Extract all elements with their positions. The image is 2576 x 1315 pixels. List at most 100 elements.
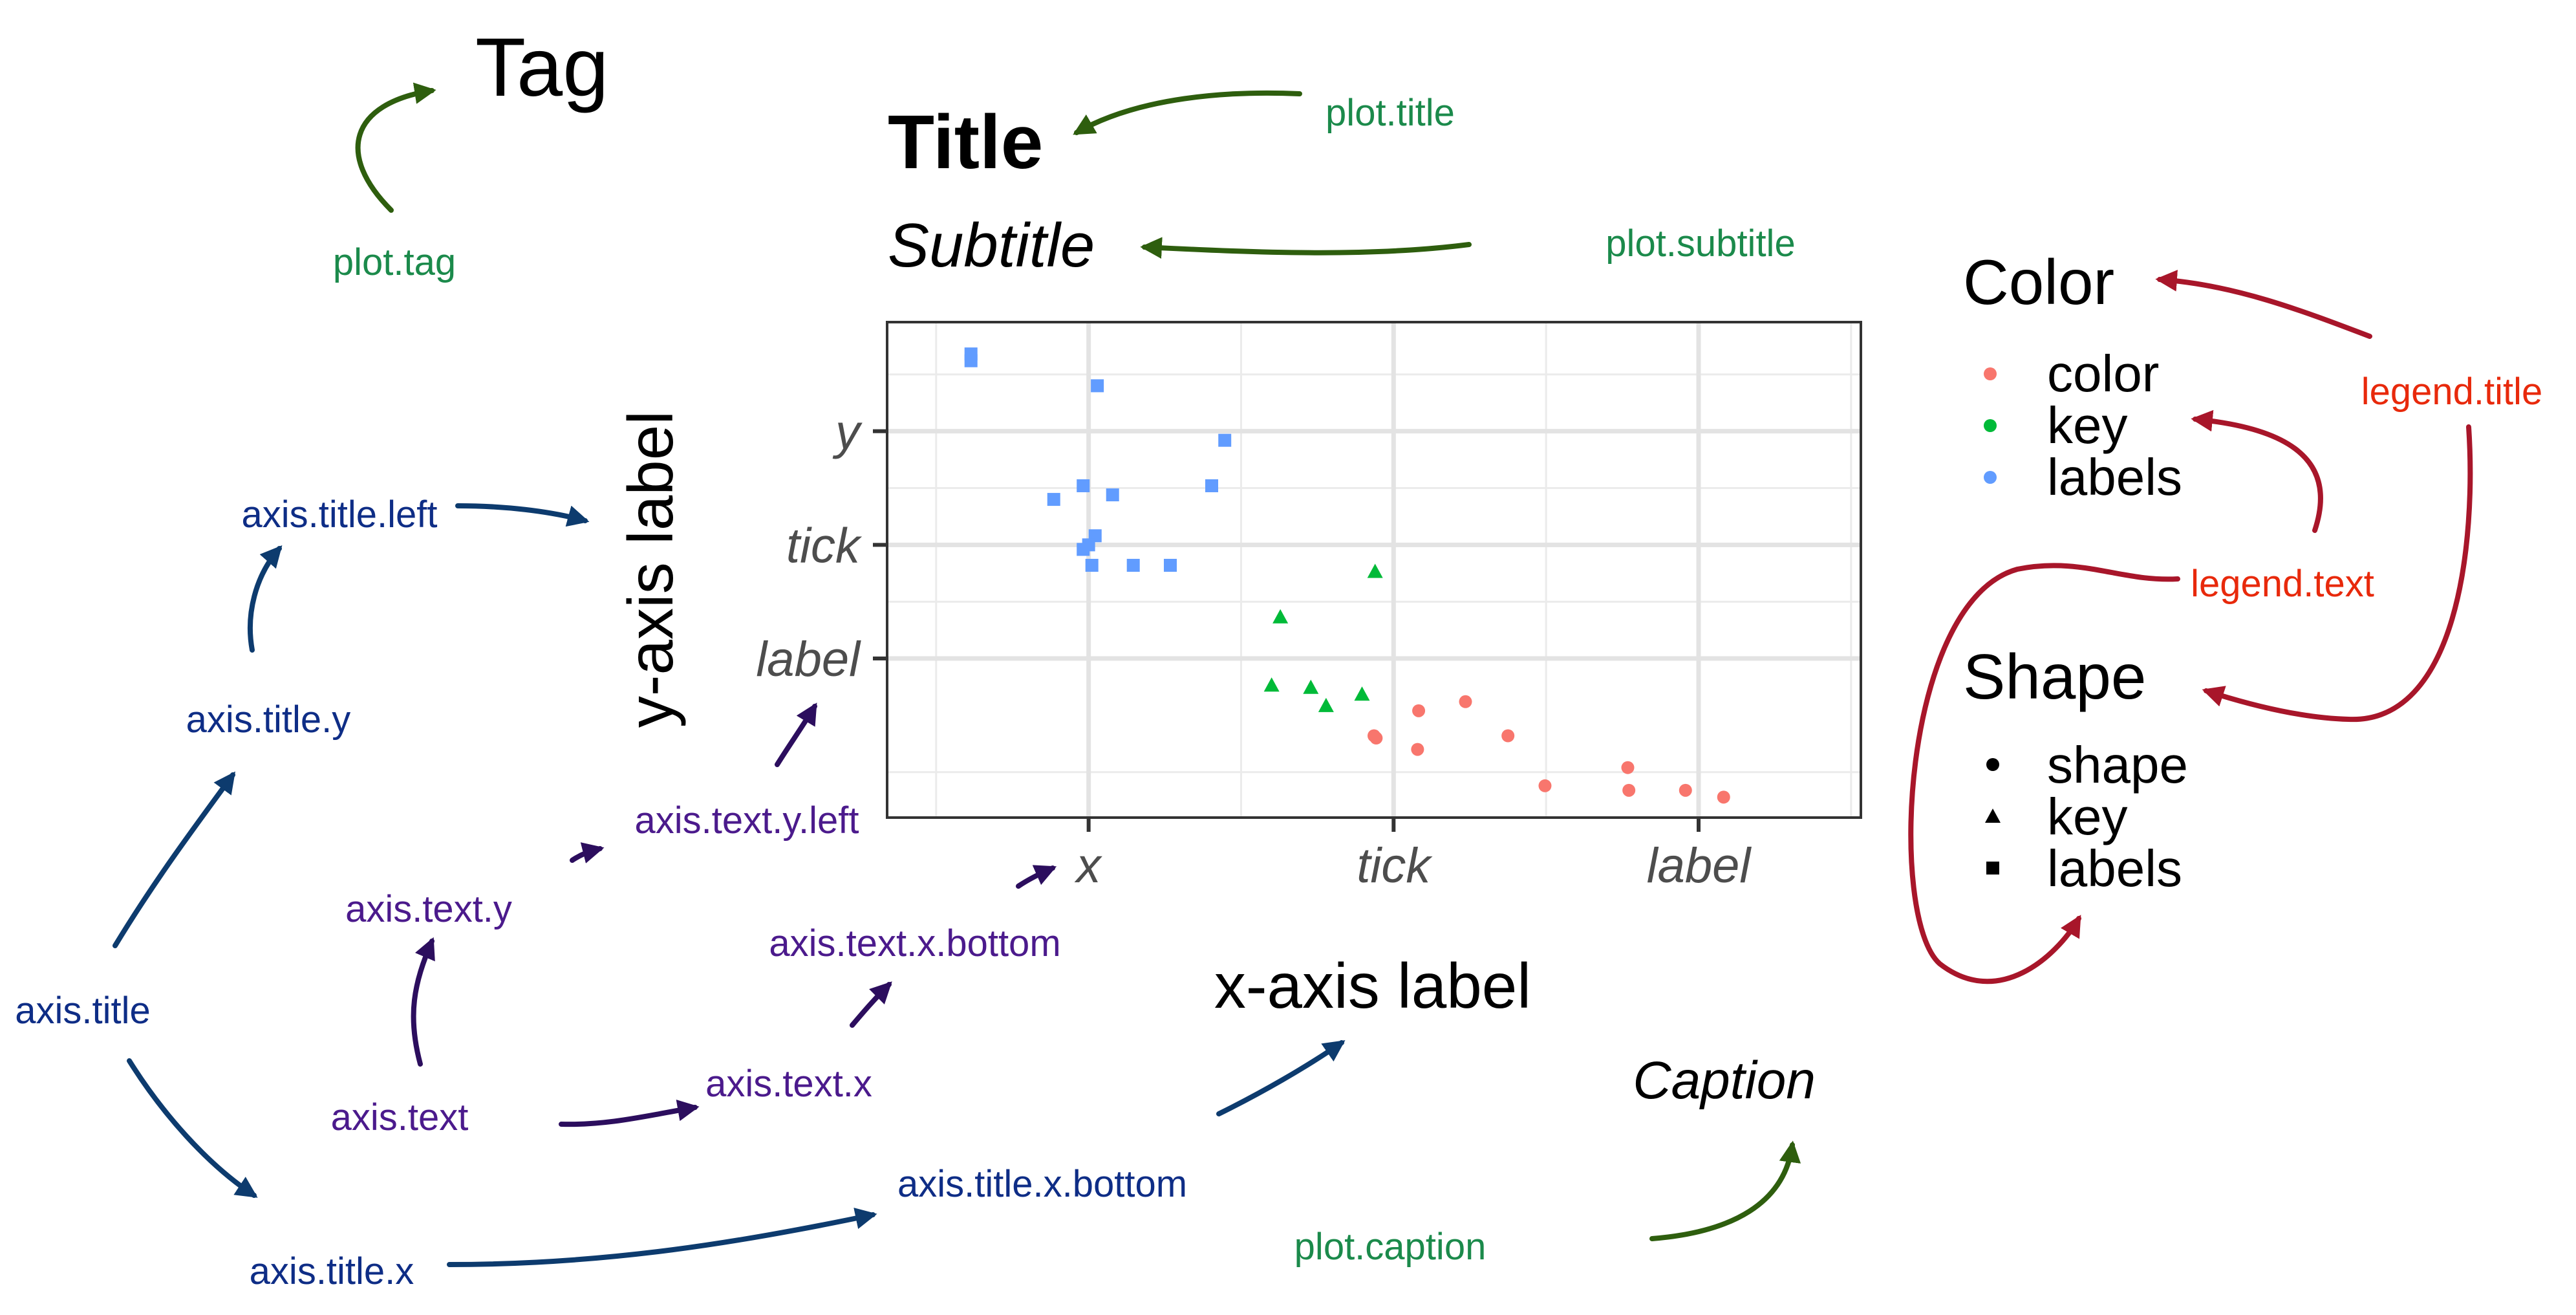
legend-color-label-key: key <box>2047 397 2128 454</box>
label-axis-text-x: axis.text.x <box>705 1063 872 1105</box>
point-circle <box>1412 704 1426 717</box>
point-circle <box>1459 695 1472 708</box>
x-tick-label: tick <box>1357 838 1433 893</box>
x-axis-title: x-axis label <box>1214 950 1531 1021</box>
label-plot-tag: plot.tag <box>333 241 456 283</box>
point-triangle <box>1354 686 1370 701</box>
point-triangle <box>1367 563 1383 578</box>
point-triangle <box>1303 679 1319 694</box>
legend-color-key-key <box>1984 419 1997 432</box>
legend: Color color key labels Shape shape key l… <box>1963 246 2188 897</box>
arrow-axis-text-to-x <box>559 1100 700 1127</box>
legend-shape-label-shape: shape <box>2047 736 2188 794</box>
point-circle <box>1717 790 1730 804</box>
plot-panel: x tick label y tick label <box>756 321 1862 893</box>
point-circle <box>1538 779 1552 792</box>
legend-color-key-color <box>1984 367 1997 380</box>
label-axis-text-x-bottom: axis.text.x.bottom <box>769 922 1060 964</box>
legend-shape-key-square <box>1986 862 1999 875</box>
arrow-axis-title-y-to-left <box>247 545 283 653</box>
arrow-axis-text-x-to-bottom <box>850 981 892 1028</box>
plot-caption: Caption <box>1633 1051 1816 1110</box>
legend-shape-item-shape: shape <box>1986 736 2188 794</box>
legend-shape-label-labels: labels <box>2047 840 2182 897</box>
legend-shape-key-triangle <box>1985 809 2001 823</box>
point-square <box>1218 433 1232 447</box>
plot-title: Title <box>888 100 1043 185</box>
label-legend-text: legend.text <box>2191 563 2374 605</box>
y-tick-label: tick <box>786 518 863 573</box>
point-square <box>1077 543 1090 556</box>
arrow-axis-title-x-to-bottom <box>447 1208 877 1267</box>
label-axis-title-y: axis.title.y <box>186 699 351 741</box>
y-tick-label: label <box>756 632 861 687</box>
axis-ticks: x tick label y tick label <box>756 405 1752 893</box>
legend-color-item-labels: labels <box>1984 448 2182 506</box>
label-axis-text-y-left: axis.text.y.left <box>634 799 859 842</box>
point-circle <box>1411 743 1424 756</box>
point-triangle <box>1263 677 1280 692</box>
point-square <box>1163 558 1177 572</box>
legend-shape-item-labels: labels <box>1986 840 2182 897</box>
point-circle <box>1368 729 1380 743</box>
legend-color-label-labels: labels <box>2047 448 2182 506</box>
legend-shape-title: Shape <box>1963 641 2146 712</box>
point-triangle <box>1318 697 1334 712</box>
arrow-axis-text-y-left-to-ticks <box>775 702 817 767</box>
label-axis-text: axis.text <box>331 1096 469 1138</box>
label-axis-title-x-bottom: axis.title.x.bottom <box>897 1163 1187 1205</box>
label-axis-title: axis.title <box>15 990 151 1032</box>
arrow-legend-text-labels <box>1908 563 2180 984</box>
arrow-axis-text-to-y <box>411 937 435 1067</box>
y-tick-label: y <box>832 405 863 460</box>
point-circle <box>1622 783 1636 797</box>
point-square <box>1085 558 1099 572</box>
legend-shape-key-circle <box>1986 758 1999 771</box>
x-tick-label: label <box>1647 838 1752 893</box>
point-square <box>1077 479 1090 492</box>
label-plot-caption: plot.caption <box>1294 1226 1487 1268</box>
arrow-plot-caption <box>1649 1140 1801 1241</box>
arrow-legend-text-key <box>2191 409 2323 533</box>
label-axis-title-x: axis.title.x <box>250 1250 414 1292</box>
point-square <box>1047 493 1060 506</box>
plot-subtitle: Subtitle <box>888 211 1095 280</box>
annotation-labels: plot.tag plot.title plot.subtitle plot.c… <box>15 92 2542 1292</box>
point-circle <box>1679 783 1692 797</box>
point-square <box>1106 488 1119 502</box>
arrow-axis-title-to-x <box>127 1058 258 1198</box>
panel-border <box>886 321 1862 819</box>
legend-color-title: Color <box>1963 246 2114 318</box>
annotation-arrows <box>113 82 2473 1267</box>
point-square <box>1126 558 1140 572</box>
arrow-plot-subtitle <box>1140 237 1472 259</box>
point-triangle <box>1272 609 1289 624</box>
arrow-legend-title-shape <box>2202 424 2473 723</box>
label-axis-title-left: axis.title.left <box>242 494 438 536</box>
point-circle <box>1501 729 1515 743</box>
legend-color-key-labels <box>1984 471 1997 484</box>
major-gridlines <box>887 322 1861 818</box>
arrow-axis-text-x-bottom-to-ticks <box>1016 865 1057 889</box>
arrow-axis-title-left-to-label <box>455 503 590 527</box>
point-square <box>1091 379 1104 393</box>
plot-tag: Tag <box>475 21 608 114</box>
arrow-legend-title-color <box>2155 270 2372 339</box>
label-axis-text-y: axis.text.y <box>345 888 512 930</box>
label-plot-title: plot.title <box>1326 92 1455 134</box>
point-square <box>964 354 978 367</box>
point-square <box>1205 479 1218 492</box>
arrow-plot-title <box>1073 90 1302 135</box>
label-plot-subtitle: plot.subtitle <box>1605 223 1795 265</box>
arrow-axis-text-y-to-left <box>570 842 605 864</box>
legend-color-item-key: key <box>1984 397 2128 454</box>
arrow-plot-tag <box>355 82 436 213</box>
arrow-axis-title-x-bottom-to-label <box>1216 1040 1346 1116</box>
label-legend-title: legend.title <box>2361 371 2543 413</box>
legend-shape-label-key: key <box>2047 788 2128 845</box>
point-circle <box>1621 761 1635 774</box>
data-points <box>964 347 1730 804</box>
legend-color-item-color: color <box>1984 345 2159 402</box>
y-axis-title: y-axis label <box>615 411 686 728</box>
